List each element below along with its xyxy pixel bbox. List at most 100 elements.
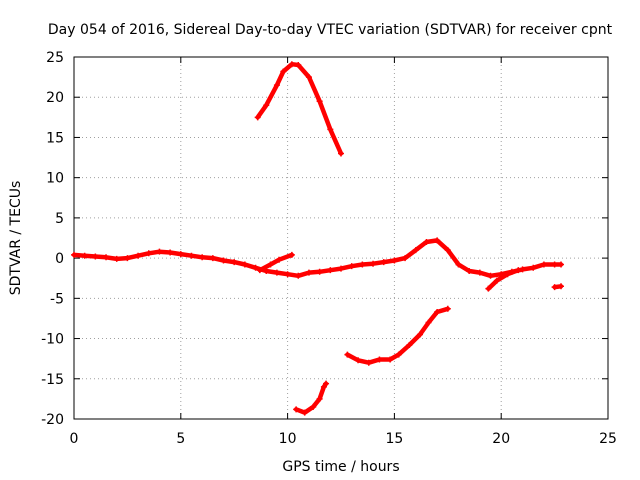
data-point	[417, 331, 424, 338]
data-point	[301, 409, 308, 416]
y-tick-label: 0	[55, 251, 64, 267]
data-point	[256, 267, 263, 274]
data-point	[365, 359, 372, 366]
data-point	[485, 285, 492, 292]
data-point	[295, 62, 302, 69]
chart-title: Day 054 of 2016, Sidereal Day-to-day VTE…	[48, 22, 613, 38]
data-point	[455, 261, 462, 268]
data-point	[254, 114, 261, 121]
data-point	[493, 277, 500, 284]
data-series	[71, 61, 565, 416]
data-point	[391, 257, 398, 264]
data-point	[263, 102, 270, 109]
data-point	[199, 254, 206, 261]
data-point	[434, 237, 441, 244]
y-tick-label: 5	[55, 211, 64, 227]
data-point	[434, 309, 441, 316]
data-point	[519, 266, 526, 273]
data-point	[124, 255, 131, 262]
x-tick-label: 15	[385, 431, 403, 447]
x-tick-label: 5	[176, 431, 185, 447]
data-point	[540, 261, 547, 268]
series-arc-3	[255, 61, 344, 156]
data-point	[338, 265, 344, 272]
data-point	[276, 256, 283, 263]
data-point	[135, 252, 142, 259]
data-point	[515, 267, 522, 274]
grid-lines	[74, 57, 608, 419]
data-point	[355, 357, 362, 364]
data-point	[423, 239, 430, 246]
y-tick-label: -5	[50, 291, 64, 307]
data-point	[273, 269, 280, 276]
data-point	[466, 267, 473, 274]
data-point	[487, 272, 494, 279]
data-point	[425, 319, 432, 326]
data-point	[71, 251, 77, 258]
y-tick-label: -10	[41, 332, 64, 348]
data-point	[231, 259, 238, 266]
data-point	[476, 269, 483, 276]
data-point	[92, 253, 99, 260]
data-point	[145, 250, 152, 257]
series-arc-6	[486, 267, 521, 291]
series-arc-2	[257, 252, 295, 273]
y-axis-label: SDTVAR / TECUs	[8, 181, 24, 296]
data-point	[387, 356, 394, 363]
data-point	[558, 261, 565, 268]
data-point	[188, 252, 195, 259]
data-point	[327, 267, 334, 274]
data-point	[267, 261, 274, 268]
y-tick-label: 15	[46, 130, 64, 146]
data-point	[380, 259, 387, 266]
x-tick-label: 0	[70, 431, 79, 447]
data-point	[288, 251, 295, 258]
data-point	[395, 351, 402, 358]
data-point	[530, 264, 537, 271]
x-tick-label: 20	[492, 431, 510, 447]
data-point	[280, 68, 287, 75]
x-tick-label: 25	[599, 431, 617, 447]
data-point	[252, 264, 259, 271]
data-point	[167, 249, 174, 256]
data-point	[376, 356, 383, 363]
data-point	[305, 74, 312, 81]
data-point	[406, 341, 413, 348]
data-point	[288, 61, 295, 68]
data-point	[504, 271, 511, 278]
data-point	[359, 261, 366, 268]
data-point	[558, 283, 565, 290]
data-point	[327, 126, 334, 133]
data-point	[316, 268, 323, 275]
data-point	[310, 403, 317, 410]
data-point	[81, 252, 88, 259]
data-point	[209, 255, 216, 262]
data-point	[305, 269, 312, 276]
data-point	[551, 284, 558, 291]
data-point	[156, 248, 163, 255]
y-tick-label: 20	[46, 90, 64, 106]
data-point	[551, 261, 558, 268]
data-point	[273, 82, 280, 89]
data-point	[444, 305, 451, 312]
data-point	[295, 272, 302, 279]
y-tick-label: -20	[41, 412, 64, 428]
data-point	[241, 261, 248, 268]
data-point	[113, 255, 120, 262]
data-point	[316, 98, 323, 105]
data-point	[338, 150, 344, 157]
y-tick-label: -15	[41, 372, 64, 388]
plot-frame	[73, 56, 609, 420]
data-point	[316, 395, 323, 402]
x-axis-label: GPS time / hours	[282, 459, 399, 475]
data-point	[293, 406, 300, 413]
x-tick-label: 10	[279, 431, 297, 447]
data-point	[323, 380, 330, 387]
data-point	[220, 257, 227, 264]
data-point	[177, 251, 184, 258]
axis-ticks: 0 5 10 15 20 25 -20 -15 -10 -5 0 5 10 15 20 25	[41, 50, 617, 447]
data-point	[402, 255, 409, 262]
data-point	[412, 247, 419, 254]
